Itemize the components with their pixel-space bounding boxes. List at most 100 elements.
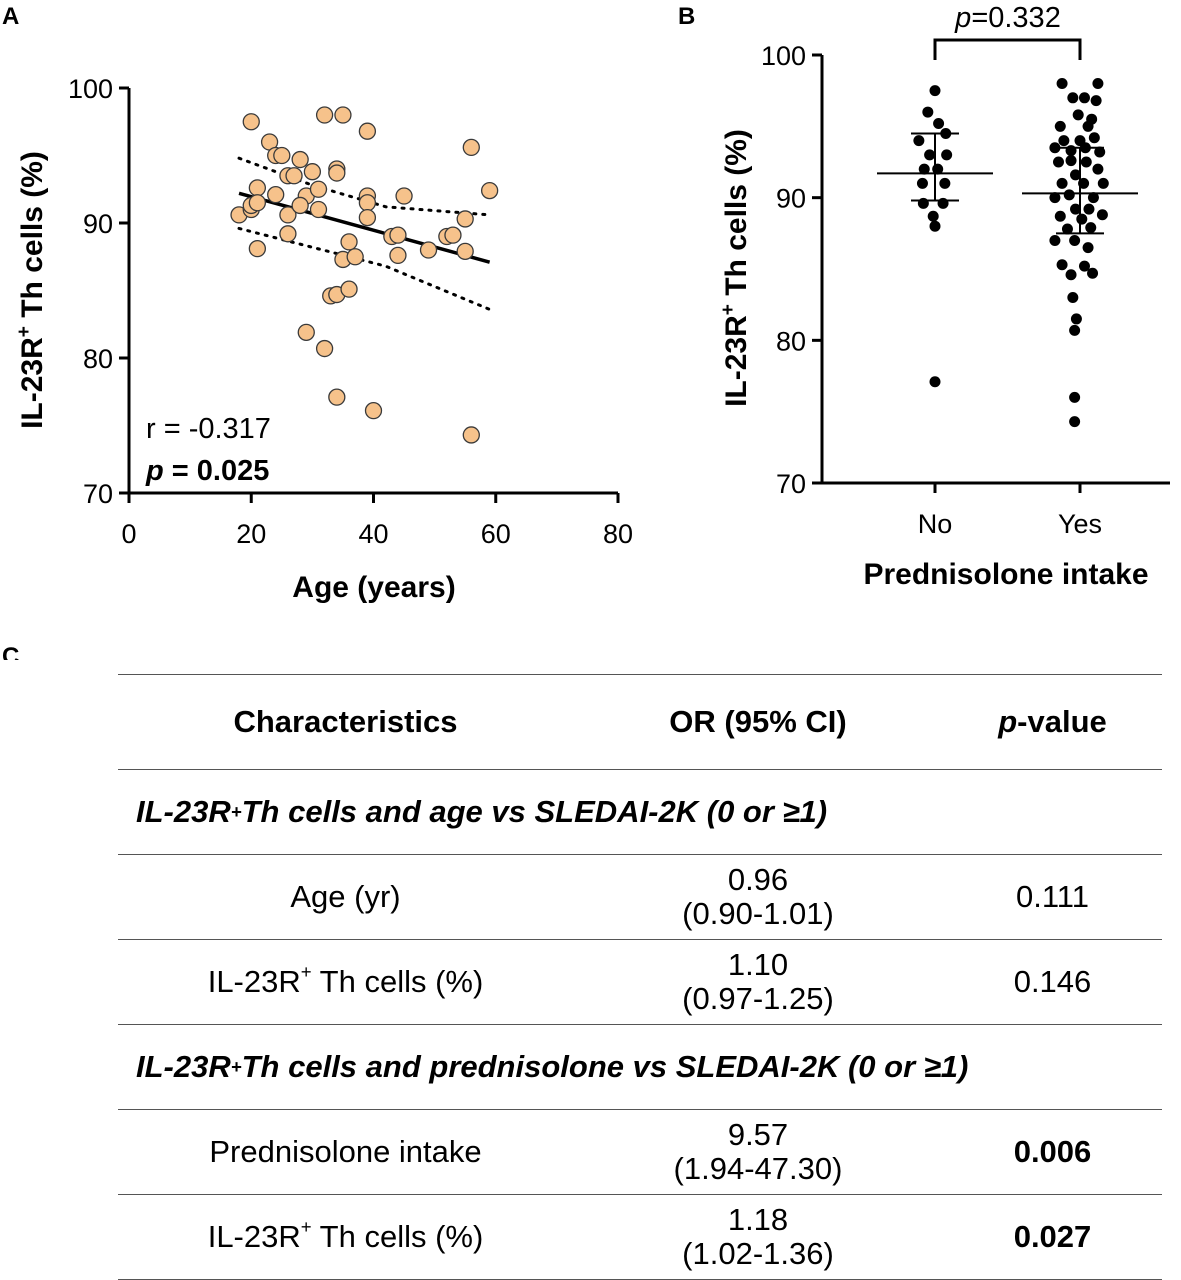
scatter-point (303, 163, 322, 181)
panel-b-significance-bracket (933, 38, 1082, 60)
dot-point (918, 163, 930, 175)
dot-point (1065, 155, 1077, 167)
panel-b-mean-sd-bars (877, 132, 1138, 235)
significance-bracket (933, 38, 1082, 60)
panel-a-y-tick-label: 100 (68, 74, 113, 104)
panel-b-p-value: p=0.332 (954, 2, 1061, 34)
scatter-point (358, 208, 377, 227)
table-row: Age (yr) 0.96 (0.90-1.01) 0.111 (118, 854, 1162, 939)
dot-point (1061, 223, 1073, 235)
row-p: 0.006 (1013, 1134, 1092, 1169)
scatter-point (315, 339, 334, 358)
figure-panels-a-b: A 70 80 90 100 0 20 40 60 80 Age (years) IL-23R+… (2, 2, 1170, 660)
dot-point (1069, 416, 1081, 428)
scatter-point (444, 226, 462, 244)
scatter-point (395, 187, 413, 205)
dot-point (1082, 120, 1094, 132)
dot-point (1054, 210, 1066, 222)
panel-a-confidence-band (237, 156, 492, 311)
row-label: IL-23R+ Th cells (%) (207, 1216, 484, 1254)
scatter-point (340, 233, 358, 251)
panel-a-ci-lower (237, 226, 492, 311)
scatter-point (291, 150, 309, 169)
dot-point (913, 135, 925, 147)
panel-a-fit-line (238, 191, 491, 264)
scatter-point (273, 146, 291, 165)
dot-point (1049, 142, 1061, 154)
row-label: Prednisolone intake (209, 1134, 482, 1169)
scatter-point (309, 200, 328, 219)
dot-point (1083, 203, 1095, 215)
dot-point (1065, 269, 1077, 281)
row-p: 0.027 (1013, 1219, 1092, 1254)
dot-point (1078, 92, 1090, 104)
dot-point (1058, 135, 1070, 147)
dot-point (1082, 242, 1094, 254)
dot-point (1063, 189, 1075, 201)
panel-a-x-tick-label: 80 (603, 519, 633, 549)
panel-a-ci-upper (237, 156, 492, 217)
dot-point (1096, 209, 1108, 221)
panel-b-points (913, 78, 1109, 428)
scatter-point (267, 185, 285, 204)
panel-b-x-axis-label: Prednisolone intake (863, 558, 1148, 591)
dot-point (941, 149, 953, 161)
dot-point (1069, 324, 1081, 336)
scatter-point (291, 196, 309, 215)
scatter-point (480, 181, 499, 200)
section-title: IL-23R + Th cells and prednisolone vs SLE… (118, 1024, 1162, 1109)
panel-a-points (230, 106, 499, 444)
panel-letter-a: A (2, 3, 19, 30)
dot-point (1069, 391, 1081, 403)
panel-a-x-tick-label: 20 (236, 519, 266, 549)
scatter-point (340, 280, 358, 298)
scatter-point (346, 248, 364, 266)
dotplot-panel-b: 70 80 90 100 No Yes p=0.332 Prednisolone inta… (718, 2, 1170, 591)
scatter-point (328, 164, 346, 182)
panel-b-y-tick-label: 90 (776, 184, 806, 214)
row-p: 0.111 (1016, 879, 1089, 914)
scatter-point (248, 179, 267, 197)
table-header-row: Characteristics OR (95% CI) p-value (118, 674, 1162, 769)
dot-point (1049, 234, 1061, 246)
row-or: 0.96 (0.90-1.01) (682, 862, 834, 931)
dot-point (1087, 192, 1099, 204)
dot-point (939, 177, 951, 189)
table-row: IL-23R+ Th cells (%) 1.18 (1.02-1.36) 0.0… (118, 1194, 1162, 1280)
scatter-point (419, 241, 438, 259)
dot-point (1069, 234, 1081, 246)
panel-a-y-tick-label: 90 (83, 209, 113, 239)
dot-point (1087, 267, 1099, 279)
dot-point (1072, 109, 1084, 121)
panel-a-y-tick-label: 70 (83, 479, 113, 509)
scatter-panel-a: 70 80 90 100 0 20 40 60 80 Age (years) IL-23R+ T… (14, 74, 633, 604)
dot-point (929, 220, 941, 232)
panel-a-axes: 70 80 90 100 0 20 40 60 80 (68, 74, 633, 549)
dot-point (1092, 78, 1104, 90)
dot-point (924, 149, 936, 161)
scatter-point (297, 323, 315, 342)
dot-point (1056, 177, 1068, 189)
scatter-point (456, 210, 474, 228)
scatter-point (389, 246, 407, 265)
dot-point (1085, 222, 1097, 234)
dot-point (1056, 259, 1068, 271)
scatter-point (328, 388, 346, 406)
dot-point (1054, 120, 1066, 132)
scatter-point (389, 226, 407, 244)
correlation-r-annotation: r = -0.317 (146, 413, 271, 445)
panel-a-x-tick-label: 60 (481, 519, 511, 549)
scatter-point (279, 206, 297, 224)
dot-point (1080, 156, 1092, 168)
row-or: 9.57 (1.94-47.30) (673, 1117, 843, 1186)
scatter-point (285, 167, 303, 185)
panel-b-axes: 70 80 90 100 No Yes (761, 41, 1170, 539)
dot-point (929, 85, 941, 97)
dot-point (1076, 213, 1088, 225)
dot-point (1094, 146, 1106, 158)
dot-point (1067, 92, 1079, 104)
header-characteristics: Characteristics (233, 704, 458, 739)
dot-point (1067, 292, 1079, 304)
panel-b-y-axis-label: IL-23R+ Th cells (%) (718, 129, 753, 407)
panel-a-regression-line (238, 191, 491, 264)
